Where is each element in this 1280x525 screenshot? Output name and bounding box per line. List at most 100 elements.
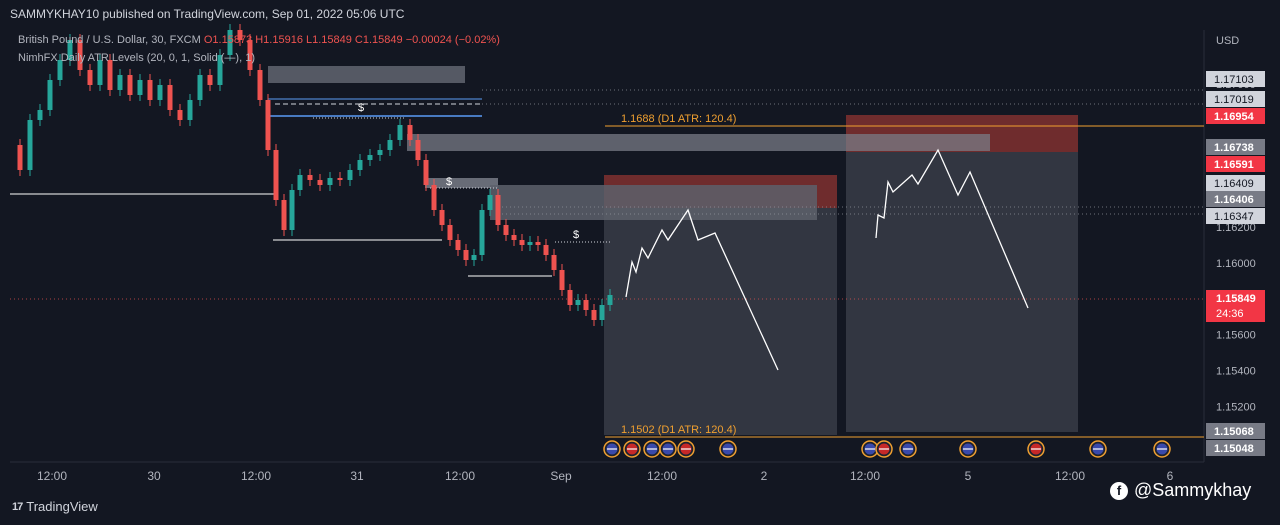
candle-body [567,290,573,305]
candle-body [257,70,263,100]
x-tick-label: 12:00 [445,469,475,483]
candle-body [527,242,533,245]
price-label-text: 1.16406 [1214,194,1254,206]
candle-body [117,75,123,90]
x-tick-label: Sep [550,469,572,483]
candle-body [197,75,203,100]
price-label-text: 1.15068 [1214,426,1254,438]
candle-body [127,75,133,95]
economic-event-icon [875,440,893,458]
price-label: 1.16591 [1206,156,1265,172]
x-tick-label: 30 [147,469,161,483]
x-tick-label: 12:00 [1055,469,1085,483]
economic-event-icon [677,440,695,458]
candle-body [397,125,403,140]
candle-body [495,195,501,225]
economic-event-icon [623,440,641,458]
price-label-box [1206,208,1265,224]
candle-body [297,175,303,190]
price-label: 1.16409 [1206,175,1265,191]
candle-body [551,255,557,270]
atr-level-label: 1.1688 (D1 ATR: 120.4) [621,113,736,125]
price-label-box [1206,191,1265,207]
zone-mid [490,185,817,220]
ohlc-values: O1.15873 H1.15916 L1.15849 C1.15849 −0.0… [203,34,500,46]
candle-body [137,80,143,95]
candle-body [439,210,445,225]
economic-event-icon [719,440,737,458]
symbol-name[interactable]: British Pound / U.S. Dollar, 30, FXCM [18,34,201,46]
price-label: 1.16406 [1206,191,1265,207]
liquidity-marker: $ [358,102,364,114]
economic-event-icon [959,440,977,458]
x-tick-label: 6 [1167,469,1174,483]
social-handle: @Sammykhay [1134,480,1252,500]
economic-event-icon [603,440,621,458]
candle-body [447,225,453,240]
x-tick-label: 12:00 [850,469,880,483]
candle-body [207,75,213,85]
candle-body [27,120,33,170]
economic-event-icon [643,440,661,458]
candle-body [357,160,363,170]
zone-small [425,178,498,188]
candle-body [87,70,93,85]
current-price-countdown: 24:36 [1216,308,1244,320]
zone-top [268,66,465,83]
y-tick-label: 1.15400 [1216,365,1256,377]
candle-body [407,125,413,140]
candle-body [471,255,477,260]
price-label: 1.16954 [1206,108,1265,124]
candle-body [247,40,253,70]
candle-body [47,80,53,110]
candle-body [583,300,589,310]
candle-body [289,190,295,230]
candle-body [265,100,271,150]
x-tick-label: 31 [350,469,364,483]
candle-body [327,178,333,185]
candle-body [157,85,163,100]
candle-body [431,185,437,210]
candle-body [575,300,581,305]
candle-body [455,240,461,250]
y-tick-label: 1.16000 [1216,258,1256,270]
atr-level-label: 1.1502 (D1 ATR: 120.4) [621,424,736,436]
economic-event-icon [1089,440,1107,458]
tradingview-brand[interactable]: 17 TradingView [12,499,98,514]
current-price-box [1206,290,1265,322]
price-label-text: 1.16954 [1214,111,1255,123]
y-tick-label: 1.15200 [1216,401,1256,413]
economic-event-icon [1027,440,1045,458]
published-header: SAMMYKHAY10 published on TradingView.com… [10,7,405,21]
projection-box-2 [846,115,1078,432]
candle-body [17,145,23,170]
candle-body [147,80,153,100]
price-label-box [1206,108,1265,124]
candle-body [107,60,113,90]
price-label-box [1206,175,1265,191]
candle-body [463,250,469,260]
tradingview-logo-icon: 17 [12,500,23,513]
candle-body [479,210,485,255]
projection-path-1 [625,208,779,371]
candle-body [187,100,193,120]
price-label-text: 1.16409 [1214,178,1254,190]
candle-body [519,240,525,245]
price-label-text: 1.15048 [1214,443,1254,455]
price-label: 1.15068 [1206,423,1265,439]
price-label: 1.17019 [1206,91,1265,107]
economic-event-icon [1153,440,1171,458]
price-label-box [1206,423,1265,439]
candle-body [97,60,103,85]
social-watermark: f @Sammykhay [1110,480,1251,501]
price-label-box [1206,91,1265,107]
brand-label: TradingView [26,499,98,514]
candle-body [367,155,373,160]
indicator-legend[interactable]: NimhFX Daily ATR Levels (20, 0, 1, Solid… [18,52,255,64]
facebook-icon: f [1110,481,1128,500]
price-label: 1.16738 [1206,139,1265,155]
price-label-box [1206,156,1265,172]
x-tick-label: 12:00 [241,469,271,483]
economic-event-icon [899,440,917,458]
